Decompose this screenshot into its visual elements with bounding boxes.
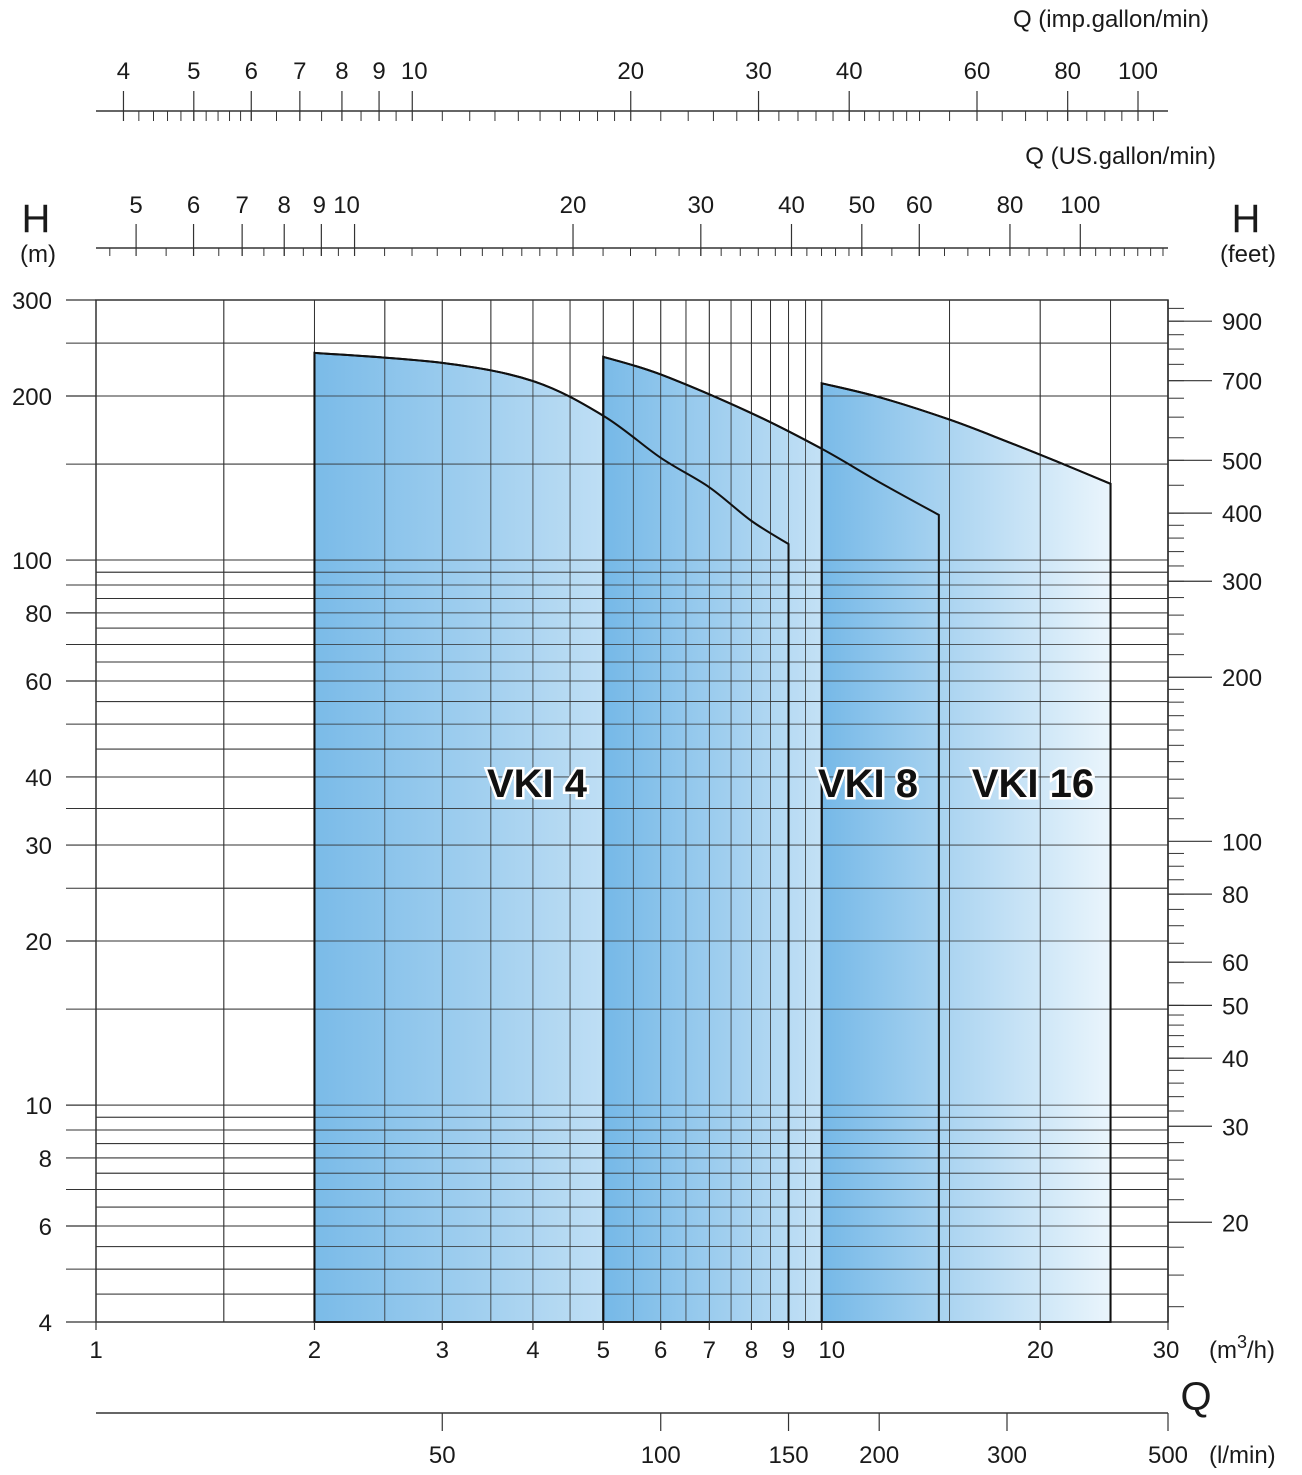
feet-tick-label: 200 [1222, 665, 1262, 692]
lmin-tick-label: 150 [769, 1442, 809, 1469]
imp-axis-unit: Q (imp.gallon/min) [1013, 6, 1209, 33]
feet-axis-unit: (feet) [1220, 241, 1276, 268]
x-tick-label: 3 [436, 1337, 449, 1364]
x-tick-label: 8 [745, 1337, 758, 1364]
lmin-tick-label: 50 [429, 1442, 456, 1469]
us-tick-label: 30 [687, 192, 714, 219]
x-axis-letter: Q [1180, 1375, 1211, 1419]
us-axis-unit: Q (US.gallon/min) [1025, 143, 1216, 170]
y-tick-label: 8 [39, 1146, 52, 1173]
imp-tick-label: 100 [1118, 58, 1158, 85]
feet-tick-label: 100 [1222, 829, 1262, 856]
feet-tick-label: 500 [1222, 448, 1262, 475]
feet-tick-label: 50 [1222, 993, 1249, 1020]
series-areas [95, 299, 1169, 1323]
feet-tick-label: 900 [1222, 309, 1262, 336]
us-tick-label: 80 [997, 192, 1024, 219]
y-tick-label: 30 [25, 833, 52, 860]
y-axis-unit: (m) [20, 241, 56, 268]
y-tick-label: 100 [12, 548, 52, 575]
y-tick-label: 60 [25, 669, 52, 696]
x-tick-label: 7 [703, 1337, 716, 1364]
y-tick-label: 6 [39, 1214, 52, 1241]
x-axis-unit: (m3/h) [1209, 1332, 1275, 1364]
feet-tick-label: 20 [1222, 1210, 1249, 1237]
us-tick-label: 10 [333, 192, 360, 219]
lmin-tick-label: 100 [641, 1442, 681, 1469]
x-tick-label: 1 [89, 1337, 102, 1364]
y-axis-letter: H [22, 197, 51, 241]
us-tick-label: 20 [560, 192, 587, 219]
us-tick-label: 8 [278, 192, 291, 219]
y-tick-label: 80 [25, 601, 52, 628]
imp-tick-label: 7 [293, 58, 306, 85]
imp-tick-label: 10 [401, 58, 428, 85]
us-tick-label: 7 [235, 192, 248, 219]
y-tick-label: 300 [12, 288, 52, 315]
imp-tick-label: 8 [335, 58, 348, 85]
us-tick-label: 50 [848, 192, 875, 219]
us-tick-label: 5 [129, 192, 142, 219]
imp-tick-label: 80 [1054, 58, 1081, 85]
series-label-3: VKI 16 [972, 762, 1094, 806]
series-outline-1 [313, 351, 790, 1322]
x-tick-label: 6 [654, 1337, 667, 1364]
us-tick-label: 6 [187, 192, 200, 219]
us-tick-label: 9 [313, 192, 326, 219]
feet-tick-label: 40 [1222, 1046, 1249, 1073]
us-tick-label: 60 [906, 192, 933, 219]
imp-tick-label: 30 [745, 58, 772, 85]
feet-axis-letter: H [1232, 197, 1261, 241]
x-tick-label: 20 [1027, 1337, 1054, 1364]
y-tick-label: 40 [25, 765, 52, 792]
x-tick-label: 30 [1153, 1337, 1180, 1364]
imp-tick-label: 40 [836, 58, 863, 85]
y-tick-label: 4 [39, 1310, 52, 1337]
lmin-tick-label: 500 [1148, 1442, 1188, 1469]
feet-tick-label: 700 [1222, 369, 1262, 396]
series-label-2: VKI 8 [818, 762, 918, 806]
imp-tick-label: 9 [372, 58, 385, 85]
x-tick-label: 9 [782, 1337, 795, 1364]
lmin-tick-label: 300 [987, 1442, 1027, 1469]
lmin-axis-unit: (l/min) [1209, 1442, 1276, 1469]
axes [66, 91, 1212, 1431]
imp-tick-label: 6 [245, 58, 258, 85]
feet-tick-label: 300 [1222, 569, 1262, 596]
series-area-3 [820, 382, 1112, 1323]
lmin-tick-label: 200 [859, 1442, 899, 1469]
us-tick-label: 40 [778, 192, 805, 219]
y-tick-label: 200 [12, 384, 52, 411]
series-outline-3 [820, 382, 1112, 1322]
series-outline-2 [602, 355, 940, 1322]
imp-tick-label: 20 [617, 58, 644, 85]
us-tick-label: 100 [1060, 192, 1100, 219]
text-labels: 468102030406080100200300H(m)203040506080… [12, 6, 1276, 1469]
imp-tick-label: 4 [117, 58, 130, 85]
x-tick-label: 2 [308, 1337, 321, 1364]
y-tick-label: 20 [25, 929, 52, 956]
feet-tick-label: 80 [1222, 882, 1249, 909]
series-label-1: VKI 4 [487, 762, 588, 806]
y-tick-label: 10 [25, 1093, 52, 1120]
x-tick-label: 10 [818, 1337, 845, 1364]
feet-tick-label: 60 [1222, 950, 1249, 977]
feet-tick-label: 30 [1222, 1114, 1249, 1141]
imp-tick-label: 5 [187, 58, 200, 85]
x-tick-label: 5 [597, 1337, 610, 1364]
x-tick-label: 4 [526, 1337, 539, 1364]
imp-tick-label: 60 [964, 58, 991, 85]
feet-tick-label: 400 [1222, 501, 1262, 528]
